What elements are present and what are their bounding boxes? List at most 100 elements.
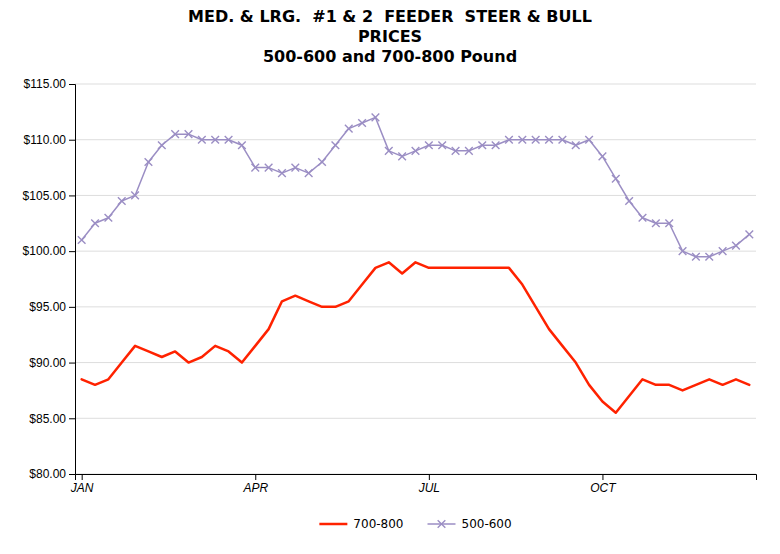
marker	[478, 141, 486, 149]
y-tick-label: $85.00	[29, 412, 66, 426]
marker	[238, 141, 246, 149]
marker	[625, 197, 633, 205]
legend-label: 700-800	[353, 517, 403, 531]
marker	[465, 147, 473, 155]
marker	[158, 141, 166, 149]
marker	[452, 147, 460, 155]
y-tick: $90.00	[29, 356, 75, 370]
x-axis-line	[76, 475, 757, 481]
x-tick: APR	[242, 474, 268, 495]
marker	[265, 164, 273, 172]
marker	[492, 141, 500, 149]
y-tick-mark	[69, 363, 75, 364]
marker	[211, 136, 219, 144]
legend-item: 700-800	[319, 517, 403, 531]
title: MED. & LRG. #1 & 2 FEEDER STEER & BULLPR…	[188, 7, 592, 66]
marker	[425, 141, 433, 149]
grid-line	[75, 362, 756, 363]
marker	[385, 147, 393, 155]
y-tick-mark	[69, 195, 75, 196]
grid-line	[75, 251, 756, 252]
grid-line	[75, 84, 756, 85]
y-tick-mark	[69, 251, 75, 252]
marker	[372, 114, 380, 122]
x-tick-mark	[255, 474, 256, 480]
x-tick-label: OCT	[590, 481, 617, 495]
y-tick-label: $95.00	[29, 300, 66, 314]
marker	[532, 136, 540, 144]
marker	[705, 253, 713, 261]
y-tick-label: $115.00	[24, 77, 67, 91]
series	[82, 262, 750, 412]
marker	[185, 130, 193, 138]
legend-swatch	[319, 523, 347, 526]
x-tick-label: JAN	[70, 481, 94, 495]
y-tick-mark	[69, 140, 75, 141]
marker	[585, 136, 593, 144]
x-tick: JAN	[70, 474, 94, 495]
y-tick: $85.00	[29, 412, 75, 426]
series-line	[82, 262, 750, 412]
y-tick: $105.00	[23, 189, 75, 203]
y-tick-mark	[69, 474, 75, 475]
marker	[745, 231, 753, 239]
marker	[438, 141, 446, 149]
plot: $80.00 $85.00 $90.00 $95.00 $100.00 $105.00 $1…	[23, 77, 757, 494]
marker	[305, 169, 313, 177]
chart: MED. & LRG. #1 & 2 FEEDER STEER & BULLPR…	[0, 0, 780, 554]
y-axis: $80.00 $85.00 $90.00 $95.00 $100.00 $105.00 $1…	[23, 77, 76, 481]
marker	[505, 136, 513, 144]
grid	[75, 84, 756, 474]
legend-label: 500-600	[462, 517, 512, 531]
marker	[198, 136, 206, 144]
y-tick: $115.00	[24, 77, 76, 91]
marker	[145, 158, 153, 166]
marker	[105, 214, 113, 222]
marker	[679, 247, 687, 255]
series-line	[82, 117, 750, 256]
x-tick-mark	[602, 474, 603, 480]
marker	[639, 214, 647, 222]
y-tick: $95.00	[29, 300, 75, 314]
y-tick: $80.00	[29, 467, 75, 481]
marker	[345, 125, 353, 133]
legend-item: 500-600	[428, 517, 512, 531]
y-tick: $100.00	[23, 244, 75, 258]
marker	[318, 158, 326, 166]
marker	[612, 175, 620, 183]
grid-line	[75, 139, 756, 140]
x-axis: JAN APR JUL OCT	[70, 474, 757, 495]
legend: 700-800 500-600	[319, 517, 511, 531]
marker	[599, 153, 607, 161]
y-tick-label: $90.00	[29, 356, 66, 370]
x-tick: JUL	[418, 474, 440, 495]
y-tick-label: $105.00	[23, 189, 67, 203]
y-tick-label: $100.00	[23, 244, 67, 258]
series	[78, 114, 753, 261]
x-tick-label: JUL	[418, 481, 440, 495]
x-tick-mark	[82, 474, 83, 480]
legend-marker	[438, 520, 446, 528]
marker	[545, 136, 553, 144]
marker	[412, 147, 420, 155]
x-tick-mark	[429, 474, 430, 480]
y-tick: $110.00	[24, 133, 76, 147]
x-tick: OCT	[590, 474, 617, 495]
marker	[572, 141, 580, 149]
marker	[692, 253, 700, 261]
marker	[278, 169, 286, 177]
marker	[251, 164, 259, 172]
marker	[398, 153, 406, 161]
marker	[732, 242, 740, 250]
marker	[559, 136, 567, 144]
marker	[131, 192, 139, 200]
marker	[78, 236, 86, 244]
marker	[118, 197, 126, 205]
marker	[665, 219, 673, 227]
y-tick-mark	[69, 307, 75, 308]
marker	[652, 219, 660, 227]
marker	[171, 130, 179, 138]
marker	[518, 136, 526, 144]
grid-line	[75, 306, 756, 307]
grid-line	[75, 195, 756, 196]
